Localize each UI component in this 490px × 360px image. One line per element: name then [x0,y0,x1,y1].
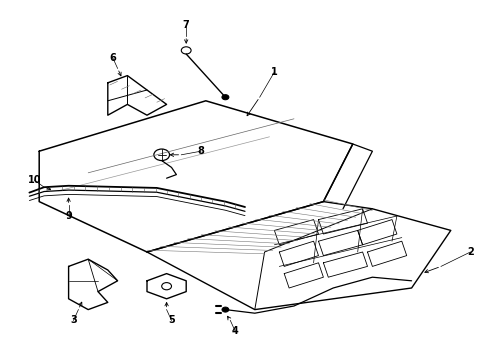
Text: 8: 8 [197,146,204,156]
Text: 2: 2 [467,247,474,257]
Circle shape [222,307,229,312]
Circle shape [222,95,229,100]
Text: 7: 7 [183,20,190,30]
Text: 9: 9 [65,211,72,221]
Text: 4: 4 [232,326,239,336]
Text: 3: 3 [70,315,77,325]
Text: 10: 10 [27,175,41,185]
Text: 5: 5 [168,315,175,325]
Text: 6: 6 [109,53,116,63]
Text: 1: 1 [271,67,278,77]
